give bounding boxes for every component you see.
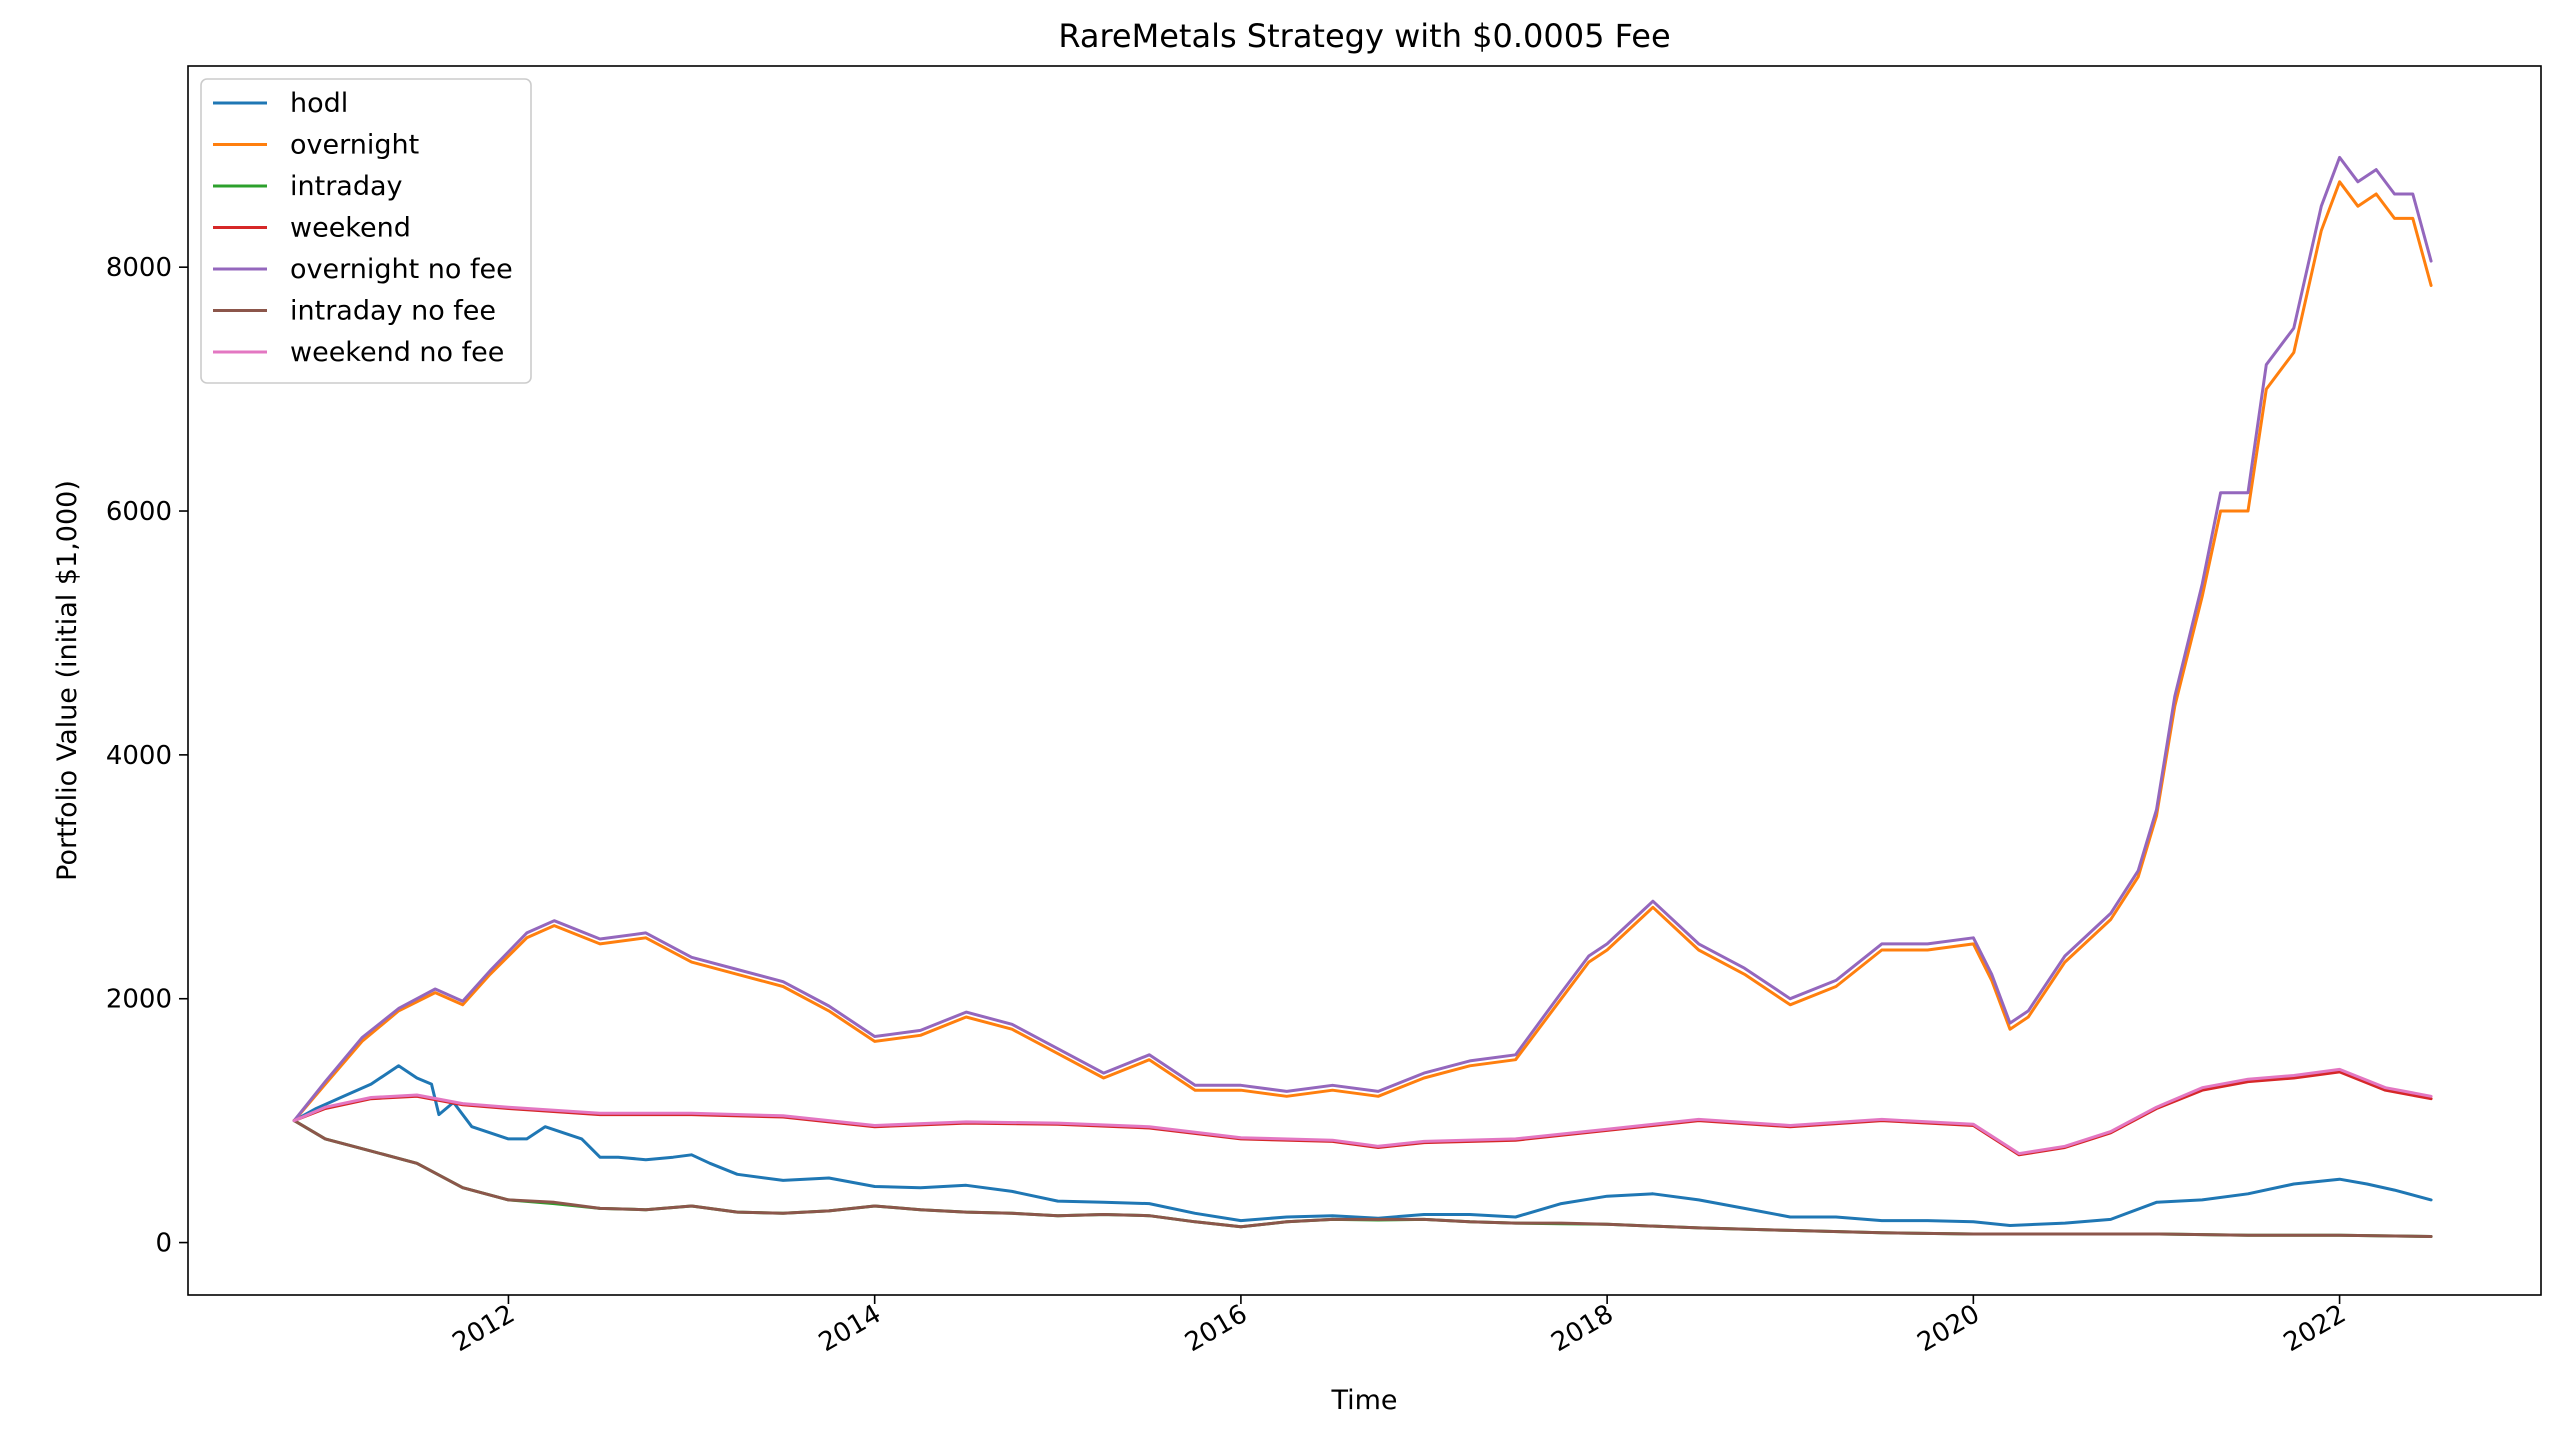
series-layer — [292, 155, 2433, 1238]
legend: hodl overnight intraday weekend overnight no… — [200, 78, 532, 384]
y-axis: 0 2000 4000 6000 8000 — [106, 253, 188, 1259]
y-tick-label: 6000 — [106, 497, 172, 527]
plot-frame — [187, 65, 2542, 1296]
y-tick-label: 8000 — [106, 253, 172, 283]
legend-label: weekend — [290, 213, 411, 244]
legend-label: overnight — [290, 130, 419, 161]
y-tick-label: 2000 — [106, 985, 172, 1015]
y-tick-label: 4000 — [106, 741, 172, 771]
y-axis-title: Portfolio Value (initial $1,000) — [52, 480, 83, 881]
chart-title: RareMetals Strategy with $0.0005 Fee — [1058, 17, 1670, 55]
series-line-intraday-no-fee — [292, 1119, 2433, 1238]
legend-box — [200, 78, 532, 384]
legend-label: intraday — [290, 171, 403, 202]
series-line-weekend-no-fee — [292, 1067, 2433, 1156]
legend-label: overnight no fee — [290, 254, 513, 285]
legend-label: intraday no fee — [290, 296, 496, 327]
legend-label: hodl — [290, 88, 348, 119]
legend-label: weekend no fee — [290, 337, 504, 368]
series-line-overnight — [292, 180, 2433, 1123]
series-line-hodl — [292, 1064, 2433, 1227]
y-tick-label: 0 — [155, 1229, 172, 1259]
series-line-overnight-no-fee — [292, 155, 2433, 1123]
x-axis-title: Time — [1330, 1385, 1397, 1416]
